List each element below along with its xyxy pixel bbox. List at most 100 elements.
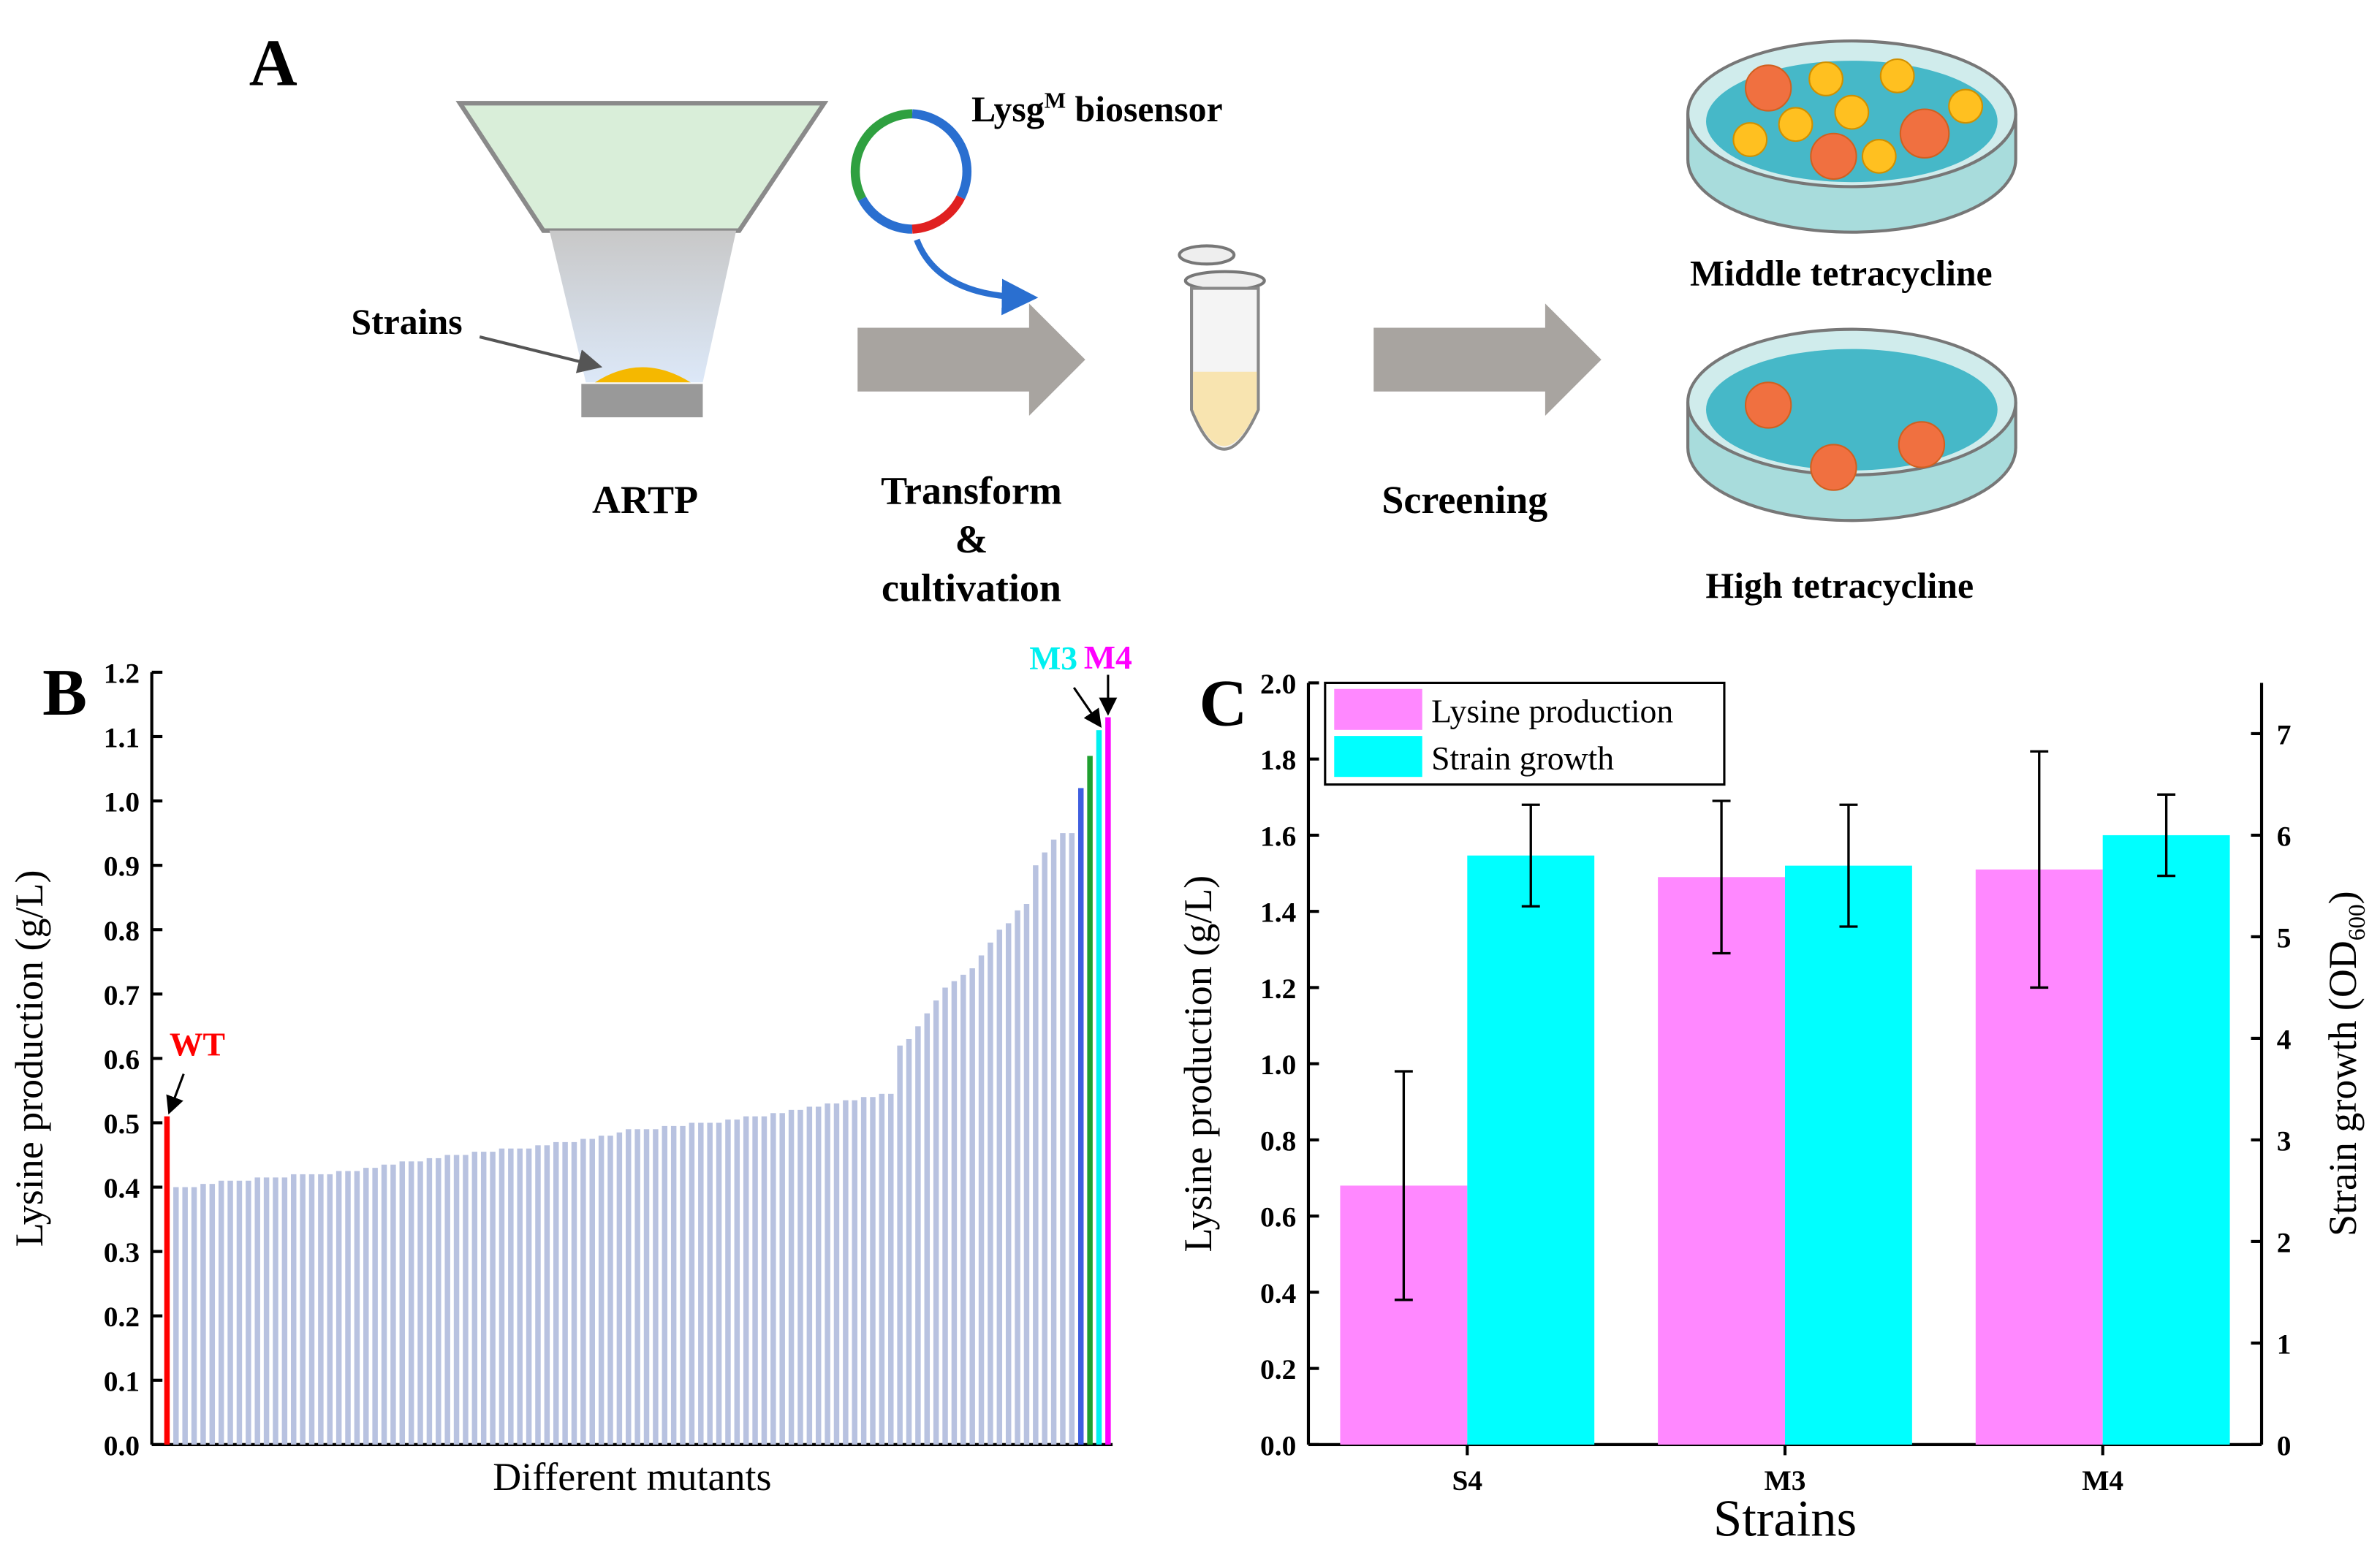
- legend-label: Strain growth: [1431, 740, 1614, 777]
- y-tick-label: 0.8: [1260, 1125, 1296, 1157]
- y-axis-label: Lysine production (g/L): [7, 870, 51, 1247]
- bar: [797, 1109, 803, 1445]
- bar: [734, 1120, 740, 1445]
- bar: [598, 1136, 605, 1445]
- bar: [888, 1093, 894, 1445]
- x-tick-label: S4: [1452, 1464, 1482, 1497]
- bar: [372, 1168, 378, 1445]
- bar: [463, 1155, 469, 1445]
- bar: [553, 1141, 559, 1445]
- bar: [680, 1125, 686, 1445]
- y-tick-label: 0: [2277, 1429, 2292, 1462]
- transform-label: Transform: [881, 468, 1062, 512]
- bar: [653, 1129, 659, 1445]
- bar: [535, 1145, 541, 1445]
- bar: [164, 1116, 170, 1445]
- bar: [444, 1155, 450, 1445]
- x-axis-label: Different mutants: [493, 1455, 771, 1499]
- error-bar: [1521, 803, 1540, 908]
- dish-middle: [1686, 39, 2017, 234]
- bar: [634, 1129, 640, 1445]
- screening-label: Screening: [1382, 478, 1547, 522]
- bar: [670, 1125, 677, 1445]
- label-part: ): [2321, 891, 2365, 904]
- bar: [942, 987, 948, 1445]
- bar: [1077, 788, 1084, 1445]
- bar-annotation: WT: [170, 1026, 225, 1063]
- bar: [1060, 833, 1066, 1445]
- y-tick-label: 7: [2277, 718, 2292, 750]
- bar: [182, 1187, 188, 1445]
- y-tick-label: 0.9: [104, 851, 140, 883]
- bar: [308, 1174, 315, 1445]
- bar: [915, 1026, 921, 1445]
- error-bar: [1394, 1070, 1413, 1301]
- bar: [1050, 839, 1057, 1445]
- bar: [1015, 910, 1020, 1445]
- bar: [499, 1148, 505, 1445]
- annotation-arrow: [1072, 687, 1102, 729]
- artp-head: [455, 101, 829, 233]
- dish-high: [1686, 327, 2017, 522]
- bar: [580, 1139, 586, 1445]
- bar: [825, 1103, 830, 1445]
- tube: [1178, 244, 1266, 451]
- bar: [1033, 865, 1039, 1445]
- artp-label: ARTP: [592, 478, 698, 522]
- bar: [996, 930, 1003, 1445]
- y-tick-label: 0.6: [104, 1044, 140, 1076]
- y-tick-label: 5: [2277, 921, 2292, 954]
- bar: [589, 1139, 595, 1445]
- legend-swatch: [1334, 688, 1422, 730]
- bar: [480, 1152, 487, 1445]
- bar: [852, 1100, 857, 1445]
- y-tick-label: 1.2: [104, 657, 140, 689]
- strain-sample: [595, 367, 691, 383]
- bar: [815, 1106, 822, 1445]
- y-tick-label: 4: [2277, 1023, 2292, 1055]
- bar: [544, 1145, 550, 1445]
- bar: [254, 1177, 260, 1445]
- transform-arrow: [914, 238, 1039, 316]
- bar: [218, 1180, 224, 1445]
- y-tick-label: 0.1: [104, 1365, 140, 1397]
- y-tick-label: 1.2: [1260, 973, 1296, 1005]
- y-tick-label: 0.0: [104, 1429, 140, 1462]
- bar: [616, 1132, 623, 1445]
- bar: [571, 1141, 577, 1445]
- process-arrow: [1373, 303, 1602, 416]
- legend-swatch: [1334, 736, 1422, 778]
- bar: [988, 942, 993, 1445]
- error-bar: [1712, 799, 1731, 955]
- process-arrow: [857, 303, 1085, 416]
- y-tick-label: 1.6: [1260, 820, 1296, 852]
- panel-letter: C: [1199, 666, 1247, 740]
- bar: [290, 1174, 297, 1445]
- bar: [779, 1113, 785, 1445]
- bar: [471, 1152, 478, 1445]
- bar: [399, 1161, 406, 1445]
- legend-label: Lysine production: [1431, 692, 1673, 729]
- bar: [1087, 756, 1093, 1445]
- error-bar: [2157, 793, 2176, 878]
- bar: [263, 1177, 270, 1445]
- bar: [879, 1093, 885, 1445]
- bar: [517, 1148, 523, 1445]
- bar: [1105, 717, 1111, 1445]
- error-bar: [1839, 803, 1858, 928]
- bar: [960, 974, 966, 1445]
- y-tick-label: 0.5: [104, 1108, 140, 1140]
- y-tick-label: 0.7: [104, 979, 140, 1011]
- bar: [508, 1148, 514, 1445]
- plasmid: [850, 109, 972, 234]
- y-tick-label: 0.2: [1260, 1353, 1296, 1386]
- bar: [490, 1152, 496, 1445]
- bar: [1467, 855, 1595, 1445]
- bar: [833, 1103, 840, 1445]
- bar: [788, 1109, 795, 1445]
- plasmid-label: LysgM biosensor: [971, 87, 1223, 129]
- panel-a: A Strains ARTP LysgM biosensor Transform…: [249, 26, 2017, 609]
- y-tick-label: 2.0: [1260, 668, 1296, 700]
- bar: [318, 1174, 324, 1445]
